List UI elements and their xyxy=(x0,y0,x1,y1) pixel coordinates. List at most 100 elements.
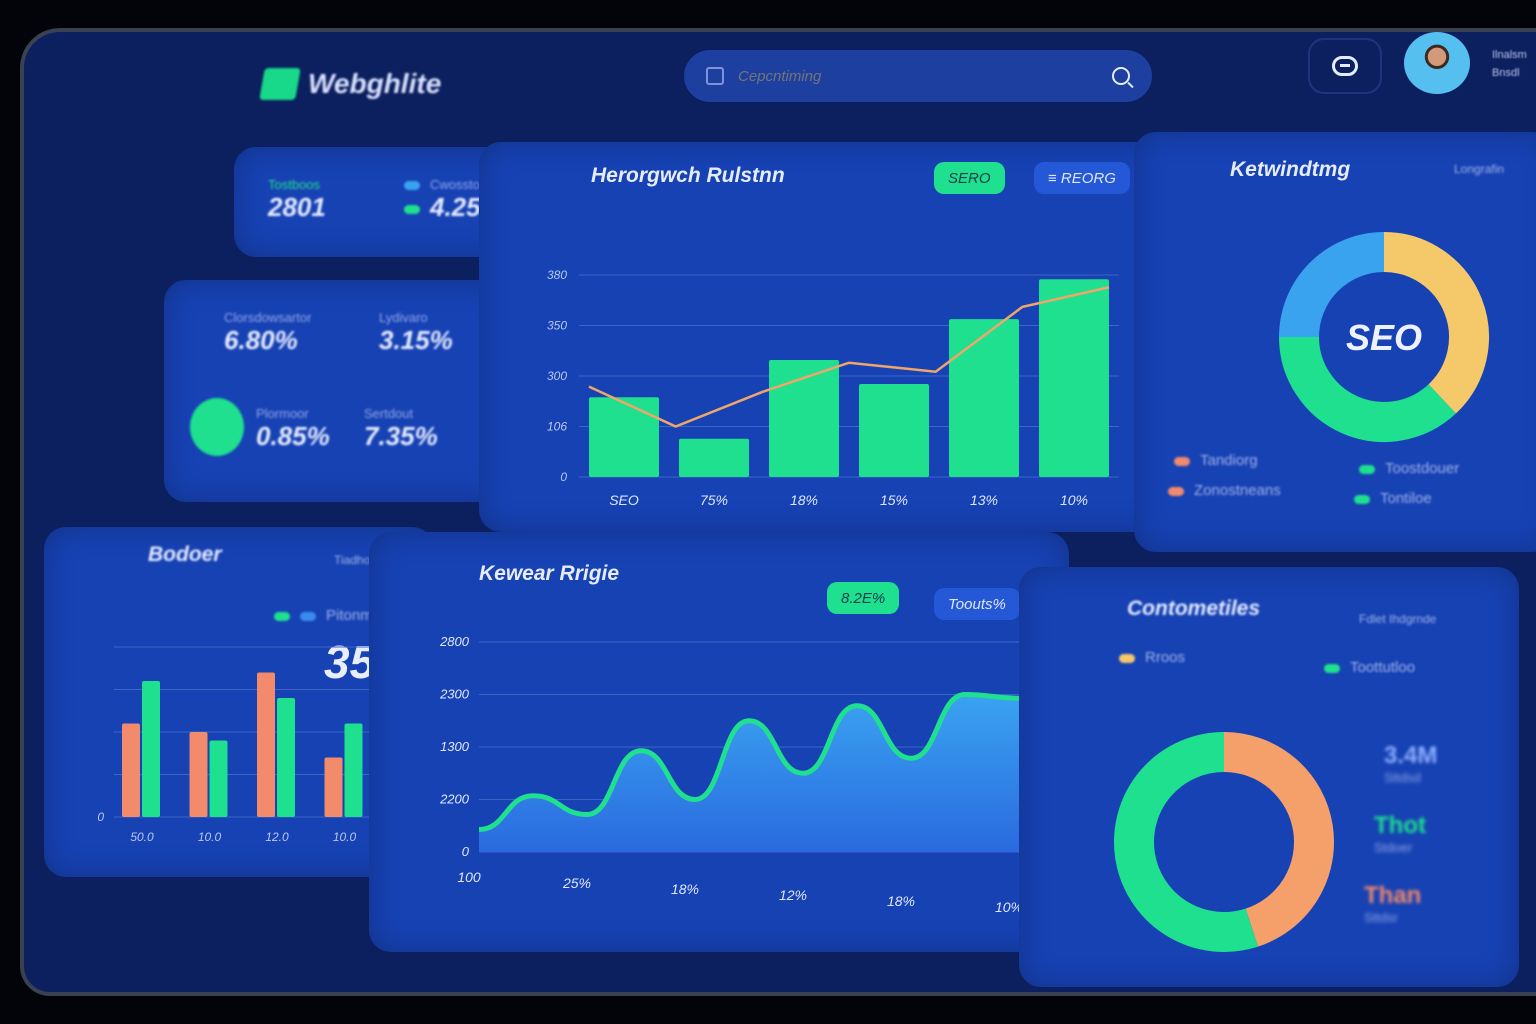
bar xyxy=(122,723,140,817)
y-tick-label: 1300 xyxy=(440,739,470,754)
bar xyxy=(257,672,275,817)
filter-icon xyxy=(706,67,724,85)
panel-subtitle: Longrafin xyxy=(1454,162,1505,176)
y-tick-label: 2300 xyxy=(439,687,470,702)
stat-grid-card: Clorsdowsartor 6.80% Lydivaro 3.15% Plormo… xyxy=(164,280,509,502)
total-button[interactable]: Toouts% xyxy=(934,588,1020,620)
side-stat: Than Sttdsr xyxy=(1364,882,1421,925)
legend-dot xyxy=(274,611,290,621)
y-tick-label: 350 xyxy=(547,319,567,333)
y-tick-label: 300 xyxy=(547,369,567,383)
search-bar[interactable] xyxy=(684,50,1152,102)
side-label: Stdoer xyxy=(1374,840,1413,855)
toggle-button[interactable] xyxy=(1308,38,1382,94)
seo-button[interactable]: SERO xyxy=(934,162,1005,194)
x-tick-label: 12.0 xyxy=(265,830,289,844)
y-tick-label: 0 xyxy=(560,470,567,484)
legend-dot xyxy=(1324,663,1340,673)
user-info: Ilnalsm Bnsdl xyxy=(1492,46,1527,82)
area-line xyxy=(478,691,1020,832)
panel-title: Bodoer xyxy=(148,543,222,566)
x-tick-label: 100 xyxy=(457,869,481,885)
x-tick-label: SEO xyxy=(609,492,639,508)
contometiles-donut xyxy=(1114,732,1334,952)
bar xyxy=(324,757,343,817)
donut-slice xyxy=(1223,732,1334,947)
legend-dot xyxy=(1359,464,1375,474)
legend-dot xyxy=(300,611,316,621)
search-input[interactable] xyxy=(736,66,1100,86)
y-tick-label: 2800 xyxy=(439,634,470,649)
side-value: Than xyxy=(1364,882,1422,909)
stat-value: 7.35% xyxy=(364,421,438,451)
panel-title: Ketwindtmg xyxy=(1230,158,1351,181)
keyword-donut: SEO xyxy=(1279,232,1489,442)
logo-icon xyxy=(259,68,301,100)
y-tick-label: 0 xyxy=(462,844,470,859)
x-tick-label: 10.0 xyxy=(333,830,357,844)
stat-value: 0.85% xyxy=(256,421,330,451)
brand[interactable]: Webghlite xyxy=(259,68,442,100)
panel-subtitle: Fdlet Ihdgrnde xyxy=(1359,612,1437,626)
x-tick-label: 13% xyxy=(970,492,998,508)
legend-label: Toostdouer xyxy=(1385,460,1460,477)
legend-dot xyxy=(404,204,420,214)
bar xyxy=(189,732,208,817)
panel-title: Contometiles xyxy=(1127,597,1261,620)
side-label: Sttdsd xyxy=(1384,770,1421,785)
y-tick-label: 2200 xyxy=(439,792,470,807)
side-value: Thot xyxy=(1374,812,1426,839)
x-tick-label: 18% xyxy=(790,492,818,508)
avatar[interactable] xyxy=(1404,32,1470,94)
legend-label: Zonostneans xyxy=(1194,482,1281,499)
y-tick-label: 106 xyxy=(547,420,567,434)
bar xyxy=(769,360,839,477)
panel-title: Herorgwch Rulstnn xyxy=(591,164,785,187)
reorg-button[interactable]: ≡ REORG xyxy=(1034,162,1130,194)
x-tick-label: 75% xyxy=(700,492,728,508)
x-tick-label: 15% xyxy=(880,492,908,508)
stat-value: 3.15% xyxy=(379,325,453,355)
bar xyxy=(679,438,749,477)
legend-dot xyxy=(1168,486,1184,496)
bar xyxy=(209,740,228,817)
trend-line xyxy=(588,286,1110,428)
big-value: 35 xyxy=(324,636,376,688)
keyword-range-panel: Kewear Rrigie 8.2E% Toouts% 0 2200 1300 230… xyxy=(369,532,1069,952)
toggle-icon xyxy=(1332,56,1358,76)
legend-label: Rroos xyxy=(1145,649,1186,666)
legend-dot xyxy=(1174,456,1190,466)
x-tick-label: 50.0 xyxy=(130,830,154,844)
stat-value: 2801 xyxy=(268,192,326,222)
legend-label: Toottutloo xyxy=(1350,659,1416,676)
user-role: Bnsdl xyxy=(1492,67,1520,79)
legend-label: Tandiorg xyxy=(1200,452,1258,469)
donut-center-label: SEO xyxy=(1346,317,1422,358)
x-tick-label: 10.0 xyxy=(198,830,222,844)
bar xyxy=(344,723,363,817)
main-chart: 0 106 300 350 380 SEO 75% 18% 15% 13% 10% xyxy=(547,268,1119,508)
stat-label: Plormoor xyxy=(256,406,309,421)
bar xyxy=(859,383,929,477)
side-stat: 3.4M Sttdsd xyxy=(1384,742,1437,785)
x-tick-label: 18% xyxy=(671,881,699,897)
status-circle-icon xyxy=(190,398,244,456)
brand-name: Webghlite xyxy=(308,68,442,99)
stat-label: Cwosstoal xyxy=(430,177,490,192)
y-tick-label: 0 xyxy=(97,810,104,824)
x-tick-label: 10% xyxy=(1060,492,1088,508)
stat-label: Tostboos xyxy=(268,177,321,192)
donut-slice xyxy=(1279,232,1385,338)
donut-slice xyxy=(1383,232,1489,414)
x-tick-label: 18% xyxy=(887,893,915,909)
x-tick-label: 12% xyxy=(779,887,807,903)
bodoer-chart: 0 50.0 10.0 12.0 10.0 xyxy=(97,646,384,844)
legend-dot xyxy=(404,181,420,191)
search-icon[interactable] xyxy=(1112,67,1130,85)
user-name: Ilnalsm xyxy=(1492,49,1527,61)
main-chart-panel: Herorgwch Rulstnn SERO ≡ REORG 0 106 300 35… xyxy=(479,142,1169,532)
legend-dot xyxy=(1354,494,1370,504)
bar xyxy=(277,698,295,817)
range-button[interactable]: 8.2E% xyxy=(827,582,900,614)
donut-slice xyxy=(1279,336,1456,442)
